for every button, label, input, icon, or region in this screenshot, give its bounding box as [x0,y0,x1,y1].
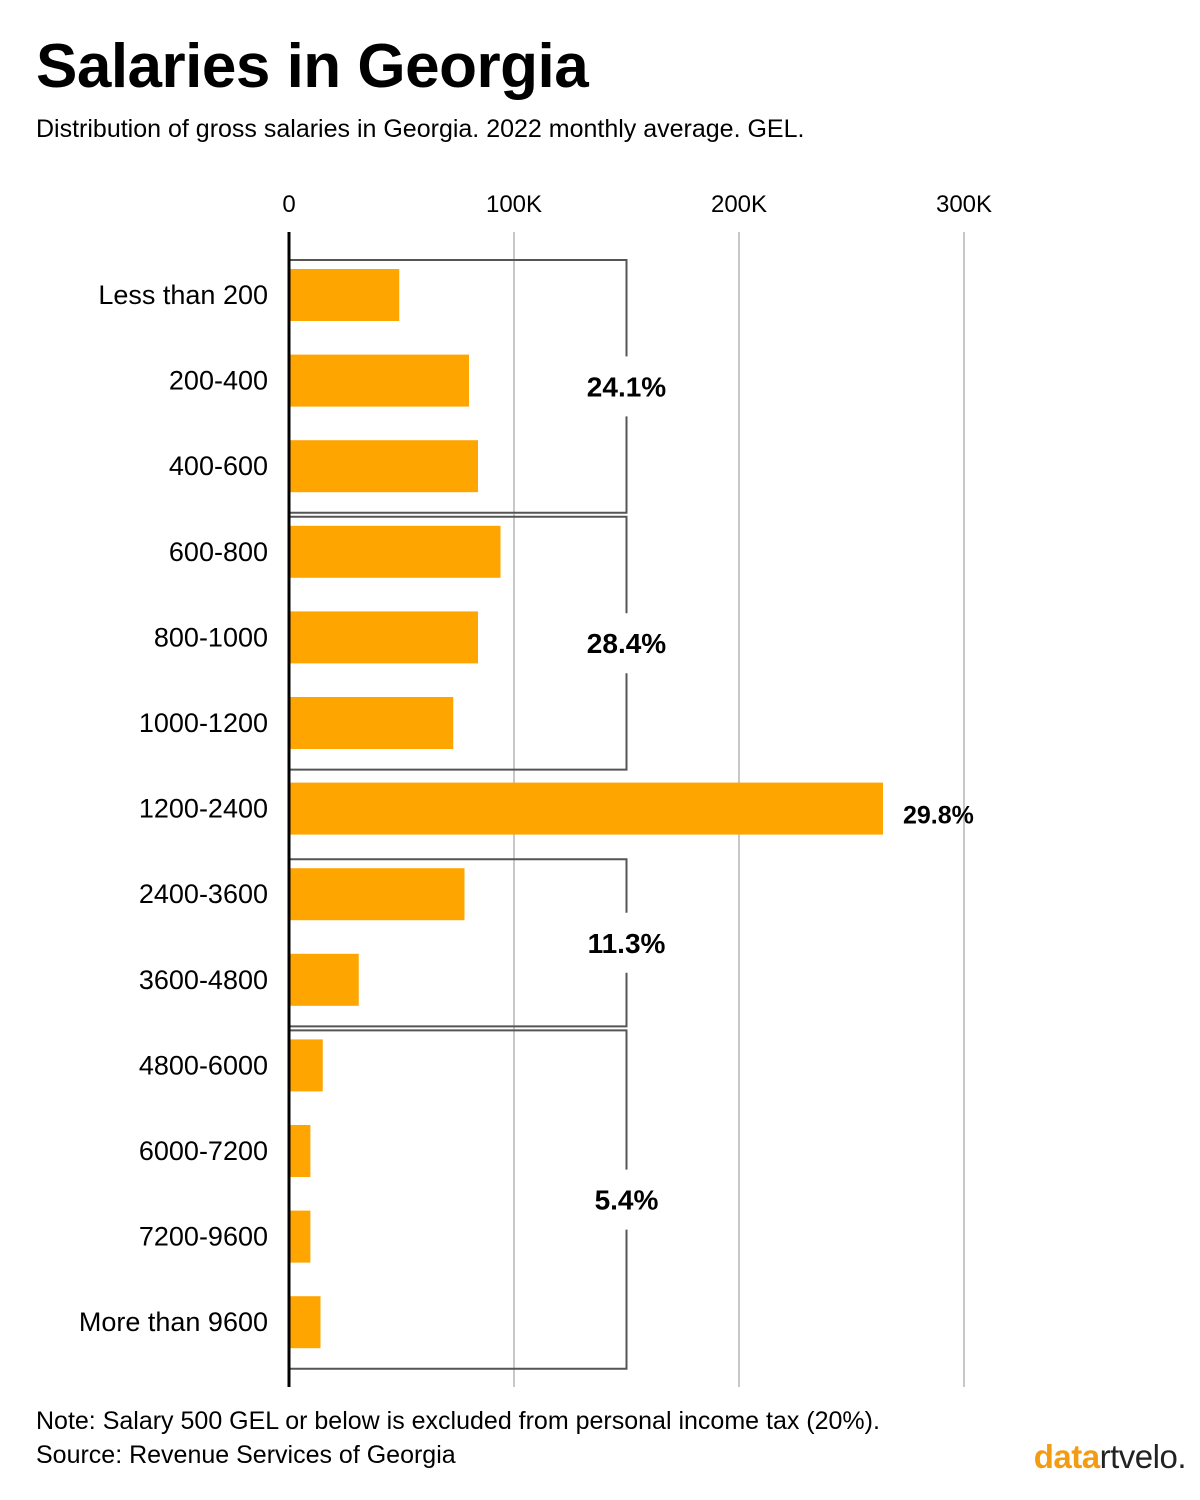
category-label: 200-400 [169,366,268,396]
category-label: 6000-7200 [139,1136,268,1166]
bar [290,440,478,493]
bar [290,611,478,664]
source-note: Source: Revenue Services of Georgia [36,1441,456,1469]
group-bracket [289,259,628,514]
category-label: More than 9600 [79,1307,268,1337]
group-label: 24.1% [587,371,666,402]
category-label: 600-800 [169,537,268,567]
bar [290,525,501,578]
x-axis-ticks: 0 100K 200K 300K [282,191,992,218]
category-label: 2400-3600 [139,879,268,909]
group-bracket [289,858,628,1028]
brand-logo: datartvelo. [1033,1438,1187,1475]
group-labels: 24.1% 28.4% 29.8% 11.3% 5.4% [587,371,974,1215]
footnote: Note: Salary 500 GEL or below is exclude… [36,1407,880,1435]
category-label: 1200-2400 [139,794,268,824]
bar [290,1039,323,1092]
brand-part-2: rtvelo. [1099,1438,1187,1475]
brand-part-1: data [1033,1438,1100,1475]
group-bracket [289,515,628,771]
category-label: 800-1000 [154,622,268,652]
category-label: 400-600 [169,451,268,481]
bar [290,269,400,321]
group-label: 28.4% [587,628,666,659]
bar [290,1296,321,1349]
x-tick-label: 0 [282,191,295,218]
x-tick-label: 200K [711,191,767,218]
category-label: 3600-4800 [139,965,268,995]
bar [290,953,359,1006]
category-label: 1000-1200 [139,708,268,738]
group-bracket [289,1029,628,1370]
chart-title: Salaries in Georgia [36,32,589,101]
category-labels: Less than 200 200-400 400-600 600-800 800-10… [79,280,268,1337]
chart-subtitle: Distribution of gross salaries in Georgi… [36,115,805,143]
bars [290,269,883,1349]
bar [290,868,465,921]
group-label: 11.3% [588,928,666,959]
category-label: 4800-6000 [139,1050,268,1080]
bar [290,1210,311,1263]
bar [290,354,469,407]
group-brackets [289,259,628,1370]
group-label: 29.8% [903,801,974,829]
bar [290,1125,311,1177]
group-label: 5.4% [595,1185,659,1216]
x-tick-label: 100K [486,191,542,218]
bar [290,782,883,835]
category-label: Less than 200 [98,280,268,310]
category-label: 7200-9600 [139,1222,268,1252]
bar [290,697,454,749]
x-tick-label: 300K [936,191,992,218]
